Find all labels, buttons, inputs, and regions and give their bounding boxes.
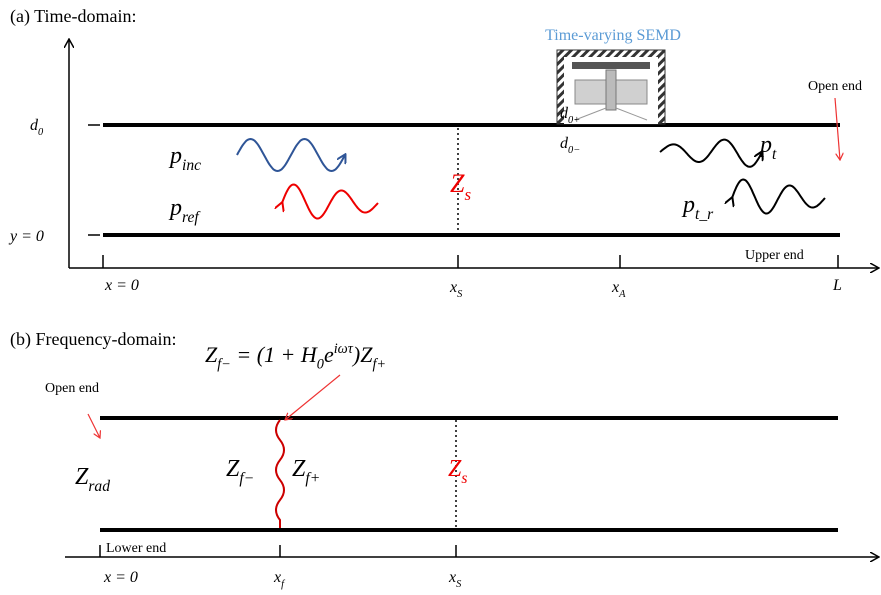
math-label: Zrad​ [75, 464, 110, 495]
subscript: rad [88, 478, 110, 495]
math-label: pinc​ [168, 143, 201, 174]
label: (b) Frequency-domain: [10, 329, 176, 350]
diagram: (a) Time-domain: Time-varying SEMD Open en… [0, 0, 881, 595]
subscript: f− [239, 470, 254, 487]
math-label: xA​ [611, 279, 626, 300]
panel-a [69, 40, 878, 268]
label: (a) Time-domain: [10, 6, 137, 27]
symbol: p [168, 143, 182, 169]
subscript: t_r [695, 206, 714, 223]
symbol: x = 0 [103, 569, 138, 586]
wave [237, 139, 345, 171]
subscript: s [461, 470, 467, 487]
symbol: Z [75, 464, 89, 490]
symbol: L [832, 277, 842, 294]
label: Lower end [106, 541, 166, 556]
symbol: y = 0 [8, 228, 44, 245]
symbol: x [448, 569, 456, 586]
subscript: 0 [317, 357, 324, 373]
math-label: Zf−​ [226, 456, 254, 487]
math-label: y = 0 [8, 228, 44, 245]
wave [732, 180, 825, 214]
subscript: inc [182, 157, 201, 174]
symbol: Z [450, 169, 465, 198]
wave [660, 140, 762, 167]
symbol: )Z [351, 342, 373, 367]
symbol: x [449, 279, 457, 296]
superscript: iωτ [334, 341, 354, 357]
label: Upper end [745, 248, 804, 263]
semd-device [557, 50, 665, 124]
symbol: x [611, 279, 619, 296]
math-label: x = 0 [103, 569, 138, 586]
math-label: xS​ [448, 569, 462, 590]
math-label: pt_r​ [681, 192, 714, 223]
subscript: S [457, 289, 463, 300]
subscript: f+ [305, 470, 320, 487]
subscript: 0+ [568, 115, 580, 126]
math-label: d0​ [30, 117, 44, 138]
math-label: Zf−​ = (1 + H0​eiωτ​)Zf+​ [205, 341, 386, 372]
symbol: Z [205, 342, 218, 367]
panel-b [65, 375, 878, 557]
math-label: xS​ [449, 279, 463, 300]
wave [282, 185, 378, 219]
symbol: p [681, 192, 695, 218]
math-label: Zs​ [448, 456, 467, 487]
symbol: x = 0 [104, 277, 139, 294]
math-label: x = 0 [104, 277, 139, 294]
subscript: 0− [568, 145, 580, 156]
pointer-arrow [88, 414, 100, 438]
subscript: A [618, 289, 626, 300]
pointer-arrow [285, 375, 340, 420]
label: Time-varying SEMD [545, 27, 681, 44]
label: Open end [808, 79, 862, 94]
symbol: e [324, 342, 334, 367]
subscript: 0 [38, 127, 44, 138]
math-label: pt​ [758, 132, 777, 163]
subscript: t [772, 146, 777, 163]
math-label: Zs​ [450, 169, 471, 204]
symbol: Z [292, 456, 306, 482]
subscript: S [456, 579, 462, 590]
symbol: Z [226, 456, 240, 482]
subscript: s [464, 185, 471, 204]
math-label: L [832, 277, 842, 294]
pointer-arrow [835, 98, 840, 160]
math-label: d0−​ [560, 135, 580, 156]
symbol: Z [448, 456, 462, 482]
interface [276, 420, 284, 528]
subscript: f− [217, 357, 231, 373]
symbol: p [168, 195, 182, 221]
symbol: = (1 + H [231, 342, 318, 367]
subscript: f+ [372, 357, 386, 373]
math-label: pref​ [168, 195, 201, 226]
label: Open end [45, 381, 99, 396]
subscript: f [281, 579, 286, 590]
math-label: Zf+​ [292, 456, 320, 487]
subscript: ref [182, 209, 201, 226]
symbol: x [273, 569, 281, 586]
math-label: xf​ [273, 569, 286, 590]
symbol: p [758, 132, 772, 158]
